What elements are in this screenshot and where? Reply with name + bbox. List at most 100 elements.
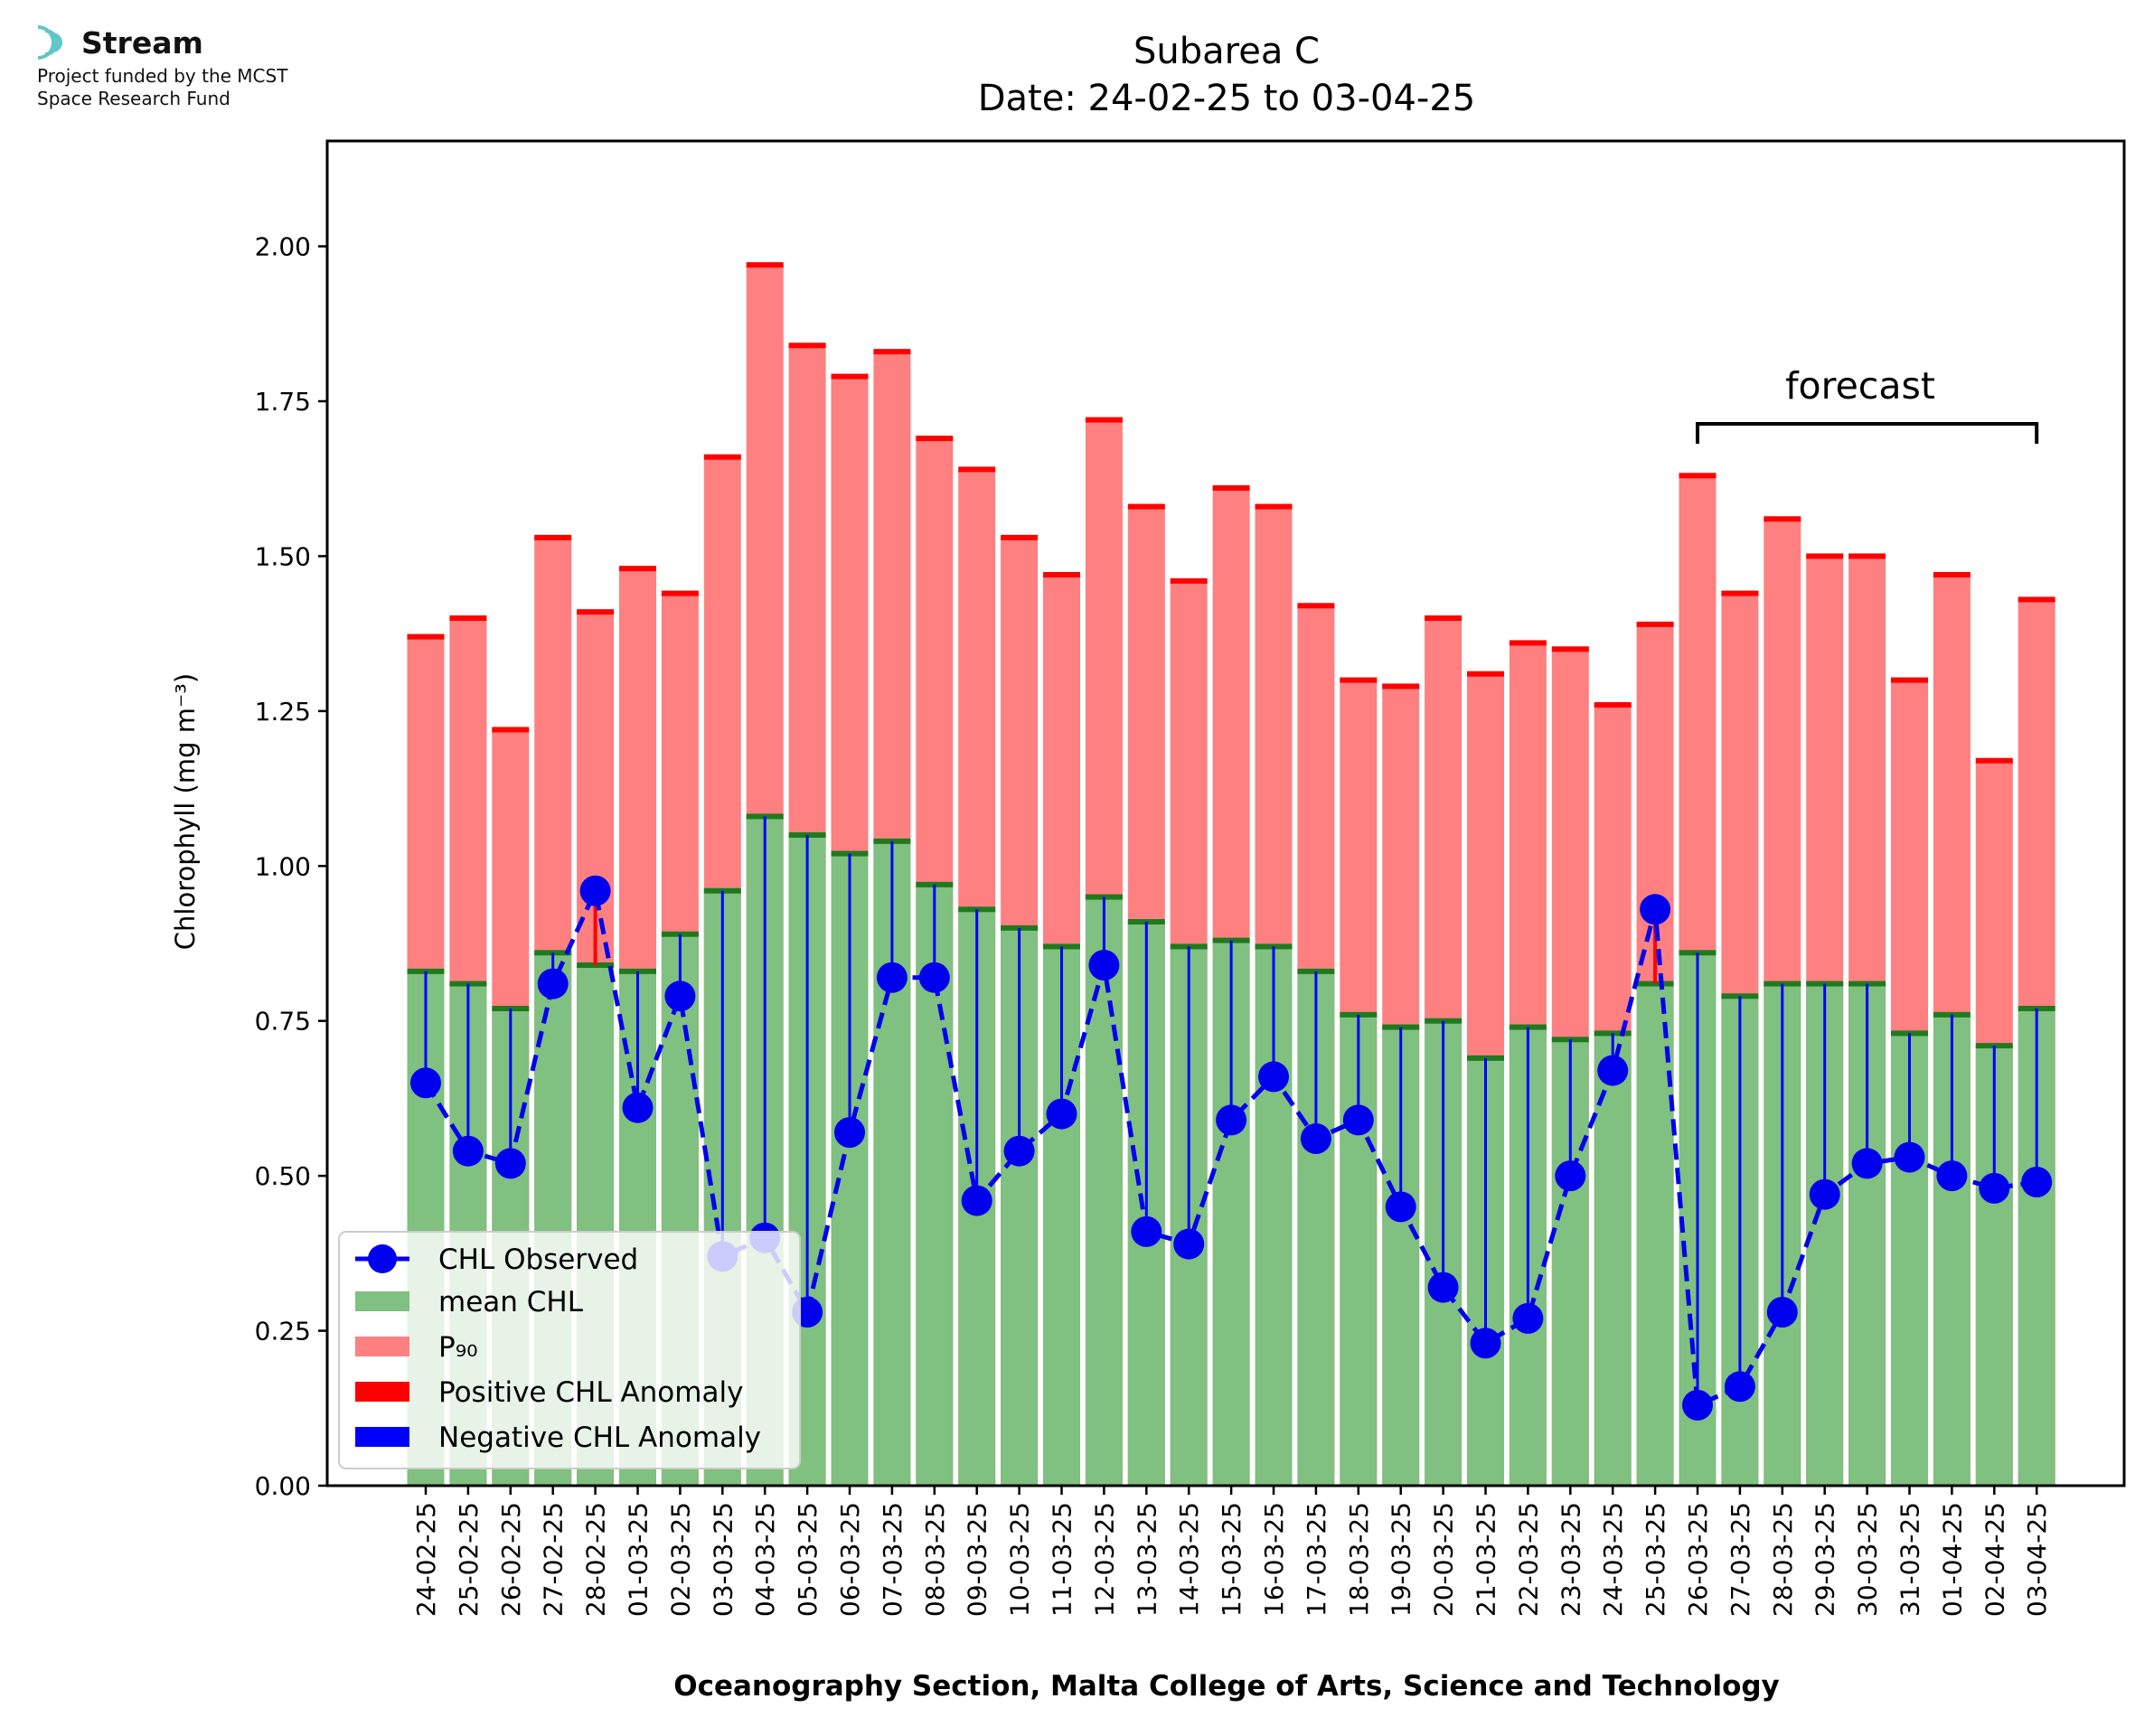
p90-cap xyxy=(1636,621,1674,627)
p90-cap xyxy=(1509,640,1547,646)
legend-observed-marker xyxy=(368,1244,397,1273)
chl-observed-point xyxy=(1766,1297,1798,1328)
p90-cap xyxy=(1891,677,1928,683)
p90-cap xyxy=(1933,572,1971,577)
x-tick-label: 10-03-25 xyxy=(1005,1502,1035,1617)
x-tick-label: 18-03-25 xyxy=(1344,1502,1374,1617)
x-tick-label: 02-04-25 xyxy=(1980,1502,2009,1617)
chart-subtitle: Date: 24-02-25 to 03-04-25 xyxy=(978,78,1476,119)
chl-observed-point xyxy=(1682,1389,1713,1421)
chl-observed-point xyxy=(537,968,569,999)
p90-cap xyxy=(1848,553,1886,559)
x-tick-label: 31-03-25 xyxy=(1895,1502,1925,1617)
p90-cap xyxy=(746,262,784,268)
x-tick-label: 28-02-25 xyxy=(581,1502,611,1617)
legend-negative-swatch xyxy=(355,1427,409,1447)
x-tick-label: 16-03-25 xyxy=(1259,1502,1289,1617)
p90-cap xyxy=(1170,577,1208,584)
x-tick-label: 25-02-25 xyxy=(454,1502,484,1617)
wave-arcs-icon xyxy=(37,25,62,60)
x-tick-label: 23-03-25 xyxy=(1556,1502,1585,1617)
chl-observed-point xyxy=(961,1185,992,1216)
x-tick-label: 19-03-25 xyxy=(1387,1502,1416,1617)
chl-observed-point xyxy=(1088,950,1120,981)
forecast-annotation-label: forecast xyxy=(1785,364,1935,408)
y-tick-label: 0.75 xyxy=(255,1007,311,1037)
logo-brand-name: Stream xyxy=(81,25,203,61)
p90-cap xyxy=(1001,534,1039,540)
x-tick-label: 20-03-25 xyxy=(1429,1502,1459,1617)
legend-label-p90: P₉₀ xyxy=(438,1331,478,1364)
x-tick-label: 09-03-25 xyxy=(963,1502,992,1617)
chl-observed-point xyxy=(2021,1167,2053,1197)
chl-observed-point xyxy=(410,1067,441,1099)
p90-cap xyxy=(1425,615,1463,621)
x-tick-label: 06-03-25 xyxy=(835,1502,865,1617)
p90-cap xyxy=(449,615,487,621)
legend-positive-swatch xyxy=(355,1382,409,1402)
x-tick-label: 22-03-25 xyxy=(1513,1502,1543,1617)
p90-cap xyxy=(2018,596,2055,603)
plot-frame xyxy=(325,139,2126,1487)
p90-cap xyxy=(407,633,445,640)
x-tick-label: 11-03-25 xyxy=(1048,1502,1077,1617)
p90-cap xyxy=(661,590,699,596)
y-tick-label: 1.50 xyxy=(255,541,311,571)
legend-label-mean: mean CHL xyxy=(438,1286,584,1318)
x-tick-label: 14-03-25 xyxy=(1174,1502,1204,1617)
x-tick-label: 24-02-25 xyxy=(411,1502,441,1617)
chl-observed-point xyxy=(1258,1061,1289,1093)
y-tick-label: 1.00 xyxy=(255,851,311,881)
chl-observed-point xyxy=(1512,1302,1544,1334)
legend-label-negative: Negative CHL Anomaly xyxy=(438,1422,761,1454)
forecast-bracket xyxy=(1696,422,2039,444)
chl-observed-point xyxy=(1809,1178,1840,1210)
chl-observed-point xyxy=(622,1092,654,1123)
legend-box xyxy=(338,1231,801,1469)
x-tick-label: 08-03-25 xyxy=(920,1502,950,1617)
x-tick-label: 21-03-25 xyxy=(1472,1502,1501,1617)
p90-cap xyxy=(788,343,826,349)
y-tick-label: 0.50 xyxy=(255,1161,311,1191)
chl-observed-point xyxy=(918,962,950,993)
p90-cap xyxy=(1551,646,1589,652)
chl-observed-point xyxy=(1555,1160,1586,1192)
chl-observed-point xyxy=(1046,1098,1077,1130)
p90-cap xyxy=(1340,677,1378,683)
p90-cap xyxy=(873,349,911,355)
chl-observed-point xyxy=(1597,1055,1629,1086)
legend-label-observed: CHL Observed xyxy=(438,1243,638,1276)
p90-cap xyxy=(619,566,656,572)
plot-area: 0.00 0.25 0.50 0.75 1.00 1.25 1.50 1.75 2.00 24-0… xyxy=(255,232,2055,1617)
y-tick-label: 2.00 xyxy=(255,232,311,262)
p90-cap xyxy=(1085,417,1123,423)
p90-cap xyxy=(958,466,996,473)
legend-mean-swatch xyxy=(355,1291,409,1311)
p90-cap xyxy=(1975,757,2013,764)
p90-cap xyxy=(1594,702,1632,708)
x-tick-label: 15-03-25 xyxy=(1217,1502,1246,1617)
chl-observed-line xyxy=(423,883,2037,1409)
p90-cap xyxy=(1043,572,1080,577)
x-tick-label: 02-03-25 xyxy=(665,1502,695,1617)
x-tick-label: 04-03-25 xyxy=(750,1502,780,1617)
x-tick-label: 27-02-25 xyxy=(539,1502,569,1617)
chl-observed-point xyxy=(452,1135,484,1167)
x-tick-label: 24-03-25 xyxy=(1598,1502,1628,1617)
y-tick-label: 1.75 xyxy=(255,387,311,417)
x-tick-label: 03-03-25 xyxy=(708,1502,738,1617)
x-axis-label: Oceanography Section, Malta College of A… xyxy=(673,1670,1780,1703)
x-tick-label: 29-03-25 xyxy=(1811,1502,1840,1617)
chart-legend: CHL Observed mean CHL P₉₀ Positive CHL A… xyxy=(338,1231,801,1469)
p90-cap xyxy=(1467,671,1504,677)
legend-p90-swatch xyxy=(355,1337,409,1356)
p90-cap xyxy=(831,373,869,380)
p90-cap xyxy=(703,454,741,460)
y-tick-label: 0.25 xyxy=(255,1317,311,1347)
chl-observed-point xyxy=(1385,1191,1416,1223)
mean-chl-bar xyxy=(1594,1033,1632,1486)
chart-title: Subarea C xyxy=(1133,31,1320,72)
p90-cap xyxy=(492,727,530,733)
chl-observed-point xyxy=(1936,1160,1968,1192)
p90-cap xyxy=(1127,503,1165,510)
